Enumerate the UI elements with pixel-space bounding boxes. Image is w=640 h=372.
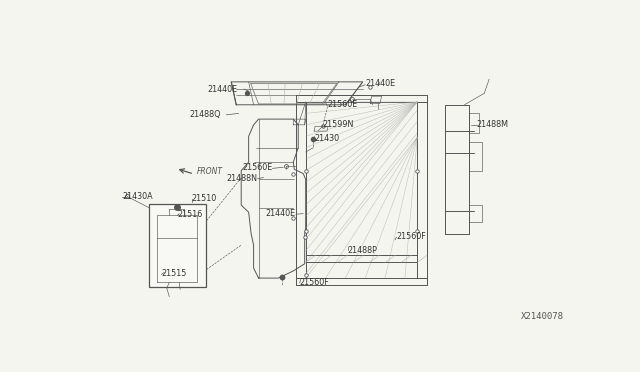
Text: 21560E: 21560E — [327, 100, 357, 109]
Text: 21560F: 21560F — [300, 279, 330, 288]
Text: 21488Q: 21488Q — [190, 110, 221, 119]
Text: 21430: 21430 — [314, 134, 339, 142]
Bar — [150, 203, 207, 287]
Text: 21440E: 21440E — [365, 79, 396, 88]
Text: FRONT: FRONT — [197, 167, 223, 176]
Text: 21516: 21516 — [177, 210, 202, 219]
Text: 21488N: 21488N — [227, 174, 257, 183]
Text: X2140078: X2140078 — [520, 312, 564, 321]
Text: 21599N: 21599N — [322, 121, 353, 129]
Text: 21488M: 21488M — [477, 121, 509, 129]
Text: 21440E: 21440E — [207, 84, 237, 93]
Text: 21440E: 21440E — [266, 209, 296, 218]
Text: 21430A: 21430A — [122, 192, 153, 201]
Text: 21515: 21515 — [161, 269, 187, 278]
Text: 21560F: 21560F — [396, 232, 426, 241]
Text: 21510: 21510 — [191, 194, 217, 203]
Text: 21488P: 21488P — [348, 246, 378, 255]
Text: 21560E: 21560E — [242, 163, 273, 172]
